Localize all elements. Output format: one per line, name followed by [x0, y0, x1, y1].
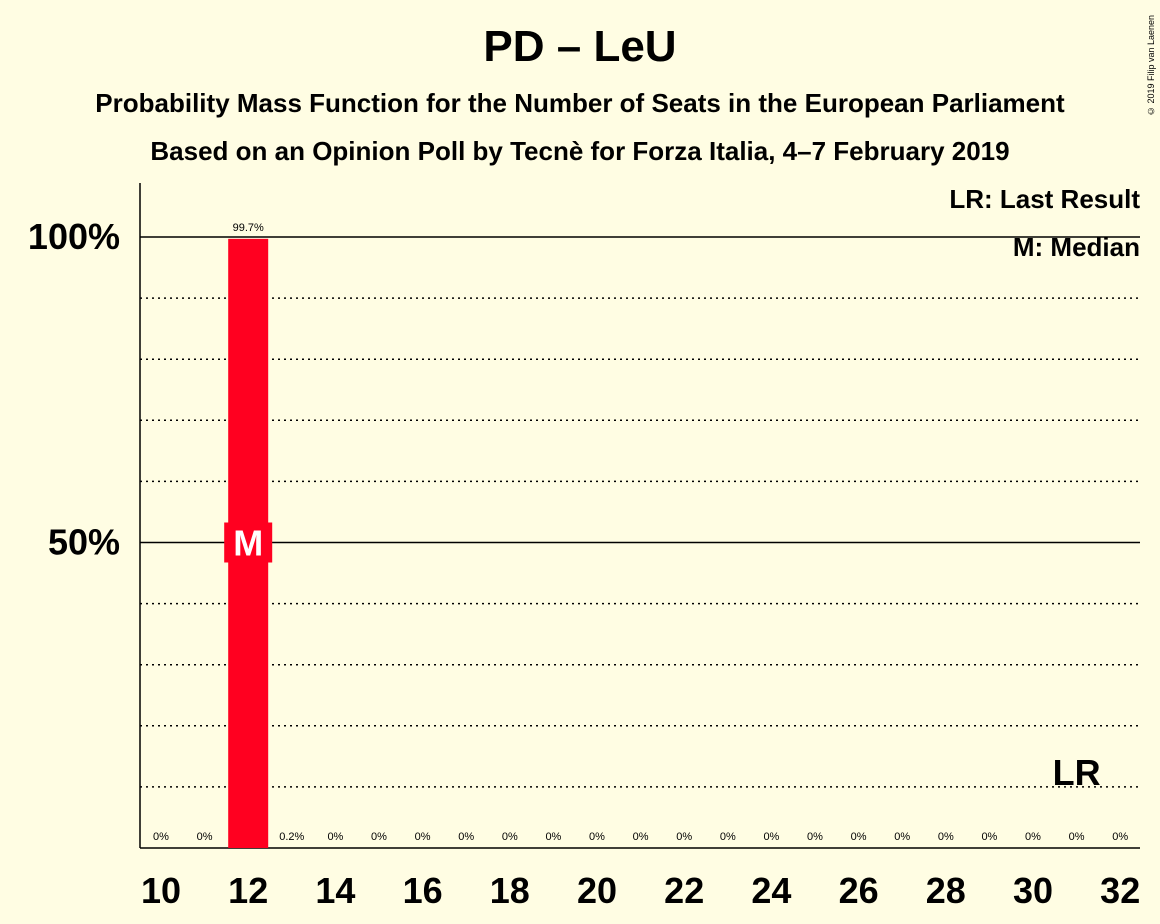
bar-value-label: 0% [153, 831, 169, 843]
bar-value-label: 0% [458, 831, 474, 843]
x-tick-label: 22 [664, 870, 704, 911]
bar-value-label: 0% [197, 831, 213, 843]
chart-subtitle-2: Based on an Opinion Poll by Tecnè for Fo… [150, 136, 1010, 166]
bar-value-label: 0% [545, 831, 561, 843]
bar-value-label: 0% [1069, 831, 1085, 843]
x-tick-label: 12 [228, 870, 268, 911]
x-tick-label: 28 [926, 870, 966, 911]
x-tick-label: 26 [839, 870, 879, 911]
median-marker-label: M [233, 523, 263, 564]
x-tick-label: 10 [141, 870, 181, 911]
x-tick-label: 14 [315, 870, 355, 911]
bar-value-label: 0% [371, 831, 387, 843]
x-tick-label: 16 [403, 870, 443, 911]
x-tick-label: 32 [1100, 870, 1140, 911]
last-result-marker: LR [1053, 752, 1101, 793]
bar-value-label: 0% [938, 831, 954, 843]
chart-subtitle-1: Probability Mass Function for the Number… [95, 88, 1065, 118]
x-tick-label: 24 [751, 870, 791, 911]
x-tick-label: 18 [490, 870, 530, 911]
chart-title: PD – LeU [483, 22, 677, 71]
median-marker-bg [224, 522, 273, 563]
x-tick-label: 30 [1013, 870, 1053, 911]
bar-value-label: 0% [807, 831, 823, 843]
bar-value-label: 0% [327, 831, 343, 843]
bar-value-label: 99.7% [233, 222, 264, 234]
bar-value-label: 0% [763, 831, 779, 843]
bar-value-label: 0% [415, 831, 431, 843]
y-tick-label: 50% [48, 522, 120, 563]
legend-last-result: LR: Last Result [949, 184, 1140, 214]
bar-value-label: 0% [981, 831, 997, 843]
x-tick-label: 20 [577, 870, 617, 911]
bar-value-label: 0.2% [279, 831, 304, 843]
bar-value-label: 0% [1112, 831, 1128, 843]
bar-value-label: 0% [633, 831, 649, 843]
bar-value-label: 0% [720, 831, 736, 843]
bar-value-label: 0% [502, 831, 518, 843]
bar-value-label: 0% [894, 831, 910, 843]
bar-value-label: 0% [1025, 831, 1041, 843]
bar-value-label: 0% [676, 831, 692, 843]
bar-value-label: 0% [851, 831, 867, 843]
bar-value-label: 0% [589, 831, 605, 843]
legend-median: M: Median [1012, 232, 1140, 262]
y-tick-label: 100% [28, 216, 120, 257]
